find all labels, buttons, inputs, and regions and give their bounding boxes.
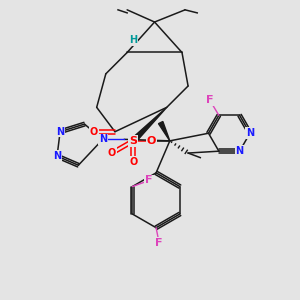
Text: O: O bbox=[147, 136, 156, 146]
Text: O: O bbox=[108, 148, 116, 158]
Text: F: F bbox=[155, 238, 163, 248]
Text: N: N bbox=[53, 151, 61, 161]
Text: N: N bbox=[246, 128, 254, 138]
Polygon shape bbox=[158, 122, 170, 141]
Text: O: O bbox=[129, 157, 137, 167]
Text: N: N bbox=[99, 134, 107, 144]
Text: F: F bbox=[206, 95, 214, 105]
Text: S: S bbox=[129, 136, 137, 146]
Text: N: N bbox=[56, 127, 64, 137]
Polygon shape bbox=[131, 107, 167, 143]
Text: F: F bbox=[146, 176, 153, 185]
Text: O: O bbox=[89, 127, 98, 137]
Text: H: H bbox=[129, 35, 137, 45]
Text: N: N bbox=[236, 146, 244, 156]
